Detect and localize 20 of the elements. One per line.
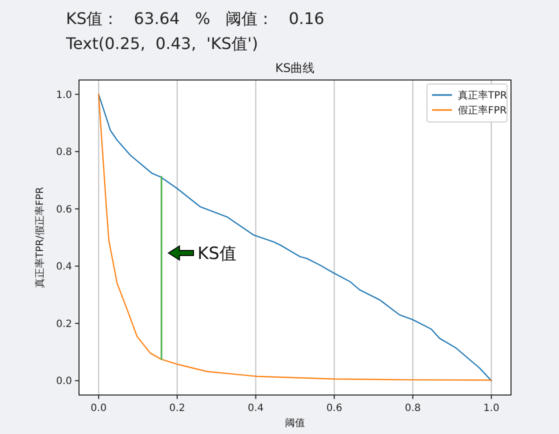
y-tick-label: 1.0 xyxy=(56,90,72,101)
y-tick-label: 0.0 xyxy=(56,376,72,388)
y-tick-label: 0.4 xyxy=(56,262,72,273)
x-tick-label: 0.0 xyxy=(90,403,107,414)
chart-title: KS曲线 xyxy=(275,61,315,75)
legend-label: 真正率TPR xyxy=(458,90,508,102)
x-tick-label: 1.0 xyxy=(483,403,500,414)
x-tick-label: 0.8 xyxy=(404,403,421,414)
text: KS值： 63.64 % 阈值： 0.16 xyxy=(66,9,324,28)
annotation: KS值 xyxy=(197,244,236,264)
legend-label: 假正率FPR xyxy=(458,104,507,116)
y-tick-label: 0.2 xyxy=(56,318,72,330)
x-tick-label: 0.6 xyxy=(326,403,342,414)
x-axis-title: 阈值 xyxy=(285,417,305,429)
y-tick-label: 0.8 xyxy=(56,147,72,158)
x-tick-label: 0.2 xyxy=(169,403,186,414)
y-axis-title: 真正率TPR/假正率FPR xyxy=(34,186,46,288)
y-tick-label: 0.6 xyxy=(56,204,72,216)
text: Text(0.25, 0.43, 'KS值') xyxy=(65,34,258,53)
x-tick-label: 0.4 xyxy=(248,403,264,414)
